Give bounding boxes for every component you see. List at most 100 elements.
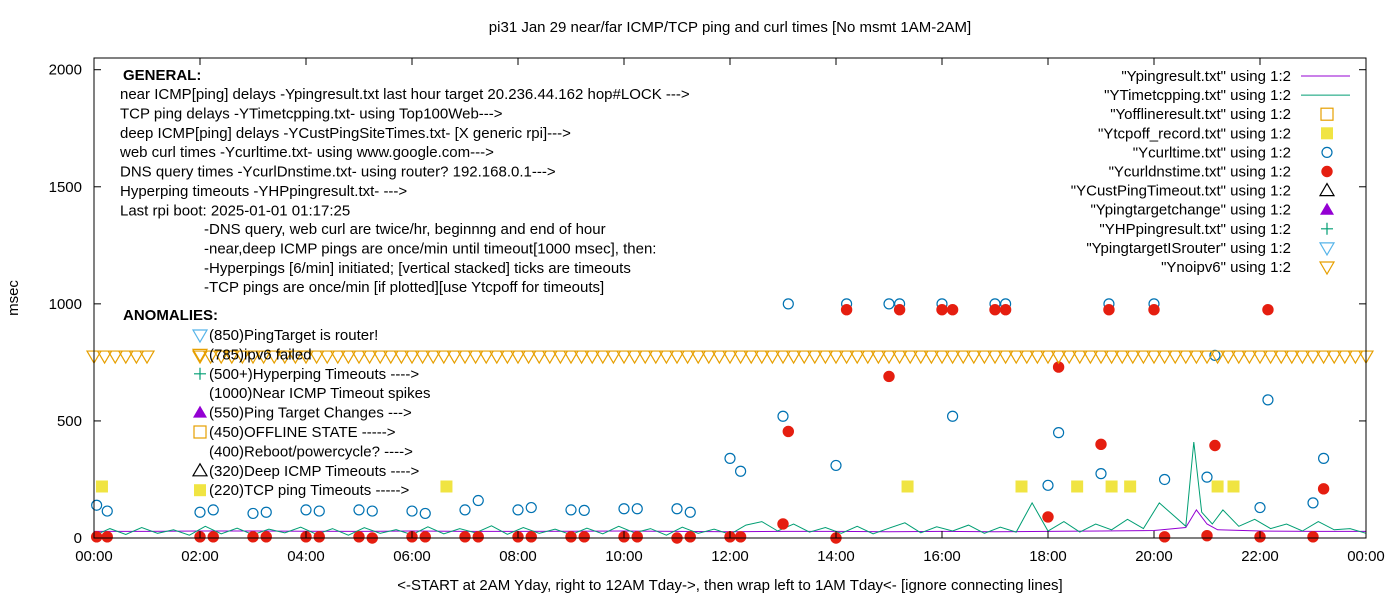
- series-10-point: [944, 350, 961, 365]
- series-5-point: [90, 531, 103, 543]
- series-10-point: [923, 350, 940, 365]
- series-10-point: [1198, 350, 1216, 365]
- x-tick-label: 06:00: [393, 548, 431, 565]
- series-10-point: [96, 350, 113, 365]
- series-10-point: [1082, 350, 1099, 365]
- legend-swatch-marker: [1321, 127, 1333, 140]
- y-axis-label: msec: [5, 280, 22, 316]
- series-4-point: [419, 507, 431, 520]
- annotation-anomaly-label: (220)TCP ping Timeouts ----->: [209, 482, 409, 499]
- series-10-point: [414, 350, 431, 365]
- series-4-point: [782, 298, 794, 310]
- series-5-point: [684, 531, 696, 543]
- annotation-general-line: TCP ping delays -YTimetcpping.txt- using…: [120, 105, 503, 122]
- series-10-point: [880, 350, 898, 365]
- series-4-point: [101, 505, 113, 517]
- legend-swatch-marker: [1318, 261, 1336, 276]
- series-10-point: [255, 350, 272, 365]
- series-10-point: [1336, 350, 1353, 365]
- series-5-point: [101, 531, 113, 543]
- series-0-line: [94, 509, 1366, 533]
- series-10-point: [1326, 350, 1343, 365]
- series-4-point: [734, 465, 747, 477]
- series-4-point: [565, 504, 577, 516]
- legend-swatch-marker: [1320, 202, 1334, 215]
- series-10-point: [774, 350, 792, 365]
- series-5-point: [1262, 304, 1274, 316]
- x-tick-label: 16:00: [923, 548, 961, 565]
- x-axis-label: <-START at 2AM Yday, right to 12AM Tday-…: [397, 577, 1062, 594]
- series-10-point: [1304, 350, 1322, 365]
- series-10-point: [1283, 350, 1300, 365]
- series-10-point: [1209, 350, 1226, 365]
- series-4-point: [1209, 349, 1221, 361]
- axes-layer: 00:00 02:00 04:00 06:00 08:00 10:00 12:00 14:00…: [49, 58, 1385, 565]
- series-4-point: [472, 494, 484, 507]
- annotation-general-heading: GENERAL:: [123, 67, 201, 84]
- series-10-point: [700, 350, 717, 365]
- series-10-point: [107, 350, 124, 365]
- annotation-general-line: near ICMP[ping] delays -Ypingresult.txt …: [120, 86, 690, 103]
- series-4-point: [1262, 394, 1274, 406]
- series-10-point: [806, 350, 823, 365]
- series-10-point: [308, 350, 325, 365]
- legend-label: "YpingtargetISrouter" using 1:2: [1086, 240, 1291, 257]
- series-4-point: [618, 503, 630, 515]
- series-10-point: [668, 350, 686, 365]
- series-5-point: [260, 531, 272, 543]
- chart-title: pi31 Jan 29 near/far ICMP/TCP ping and c…: [489, 19, 971, 36]
- series-4-point: [883, 298, 895, 310]
- annotation-note-line: -TCP pings are once/min [if plotted][use…: [204, 279, 604, 296]
- series-10-point: [1071, 350, 1088, 365]
- series-5-point: [840, 304, 853, 316]
- annotation-anomaly-label: (400)Reboot/powercycle? ---->: [209, 443, 413, 460]
- series-10-point: [1315, 350, 1332, 365]
- series-1-line: [93, 441, 1367, 537]
- series-10-point: [1145, 350, 1163, 365]
- series-10-point: [117, 350, 134, 365]
- x-tick-label: 00:00: [75, 548, 113, 565]
- series-4-point: [207, 504, 219, 516]
- series-5-point: [1158, 531, 1171, 543]
- series-10-point: [1230, 350, 1247, 365]
- series-4-point: [406, 505, 418, 517]
- annotation-layer: GENERAL: near ICMP[ping] delays -Ypingres…: [119, 67, 690, 499]
- series-10-point: [499, 350, 516, 365]
- legend-label: "YHPpingresult.txt" using 1:2: [1099, 221, 1291, 238]
- series-5-point: [1148, 304, 1160, 316]
- series-10-point: [467, 350, 484, 365]
- series-10-point: [690, 350, 707, 365]
- series-4-point: [1317, 452, 1330, 464]
- series-10-point: [1050, 350, 1067, 365]
- series-10-point: [902, 350, 919, 365]
- legend-label: "Ycurldnstime.txt" using 1:2: [1109, 164, 1291, 181]
- series-4-point: [830, 459, 842, 472]
- series-10-point: [456, 350, 474, 365]
- series-5-point: [207, 531, 219, 543]
- series-10-point: [647, 350, 664, 365]
- series-10-point: [1188, 350, 1205, 365]
- x-tick-label: 12:00: [711, 548, 749, 565]
- series-4-point: [631, 503, 643, 515]
- series-10-point: [202, 350, 219, 365]
- series-10-point: [509, 350, 527, 365]
- x-tick-label: 08:00: [499, 548, 537, 565]
- series-10-point: [849, 350, 866, 365]
- y-tick-label: 500: [57, 413, 82, 430]
- series-10-point: [329, 350, 346, 365]
- series-5-point: [782, 425, 794, 438]
- series-10-point: [552, 350, 569, 365]
- annotation-anomaly-label: (320)Deep ICMP Timeouts ---->: [209, 463, 419, 480]
- anomaly-marker: [194, 484, 206, 497]
- series-10-point: [1251, 350, 1269, 365]
- series-5-point: [1042, 511, 1054, 523]
- series-10-point: [785, 350, 802, 365]
- series-10-point: [658, 350, 675, 365]
- series-10-point: [912, 350, 929, 365]
- series-10-point: [1092, 350, 1110, 365]
- series-4-point: [1201, 471, 1213, 483]
- x-tick-label: 20:00: [1135, 548, 1173, 565]
- x-tick-label: 04:00: [287, 548, 325, 565]
- series-10-point: [1061, 350, 1078, 365]
- series-10-point: [1135, 350, 1152, 365]
